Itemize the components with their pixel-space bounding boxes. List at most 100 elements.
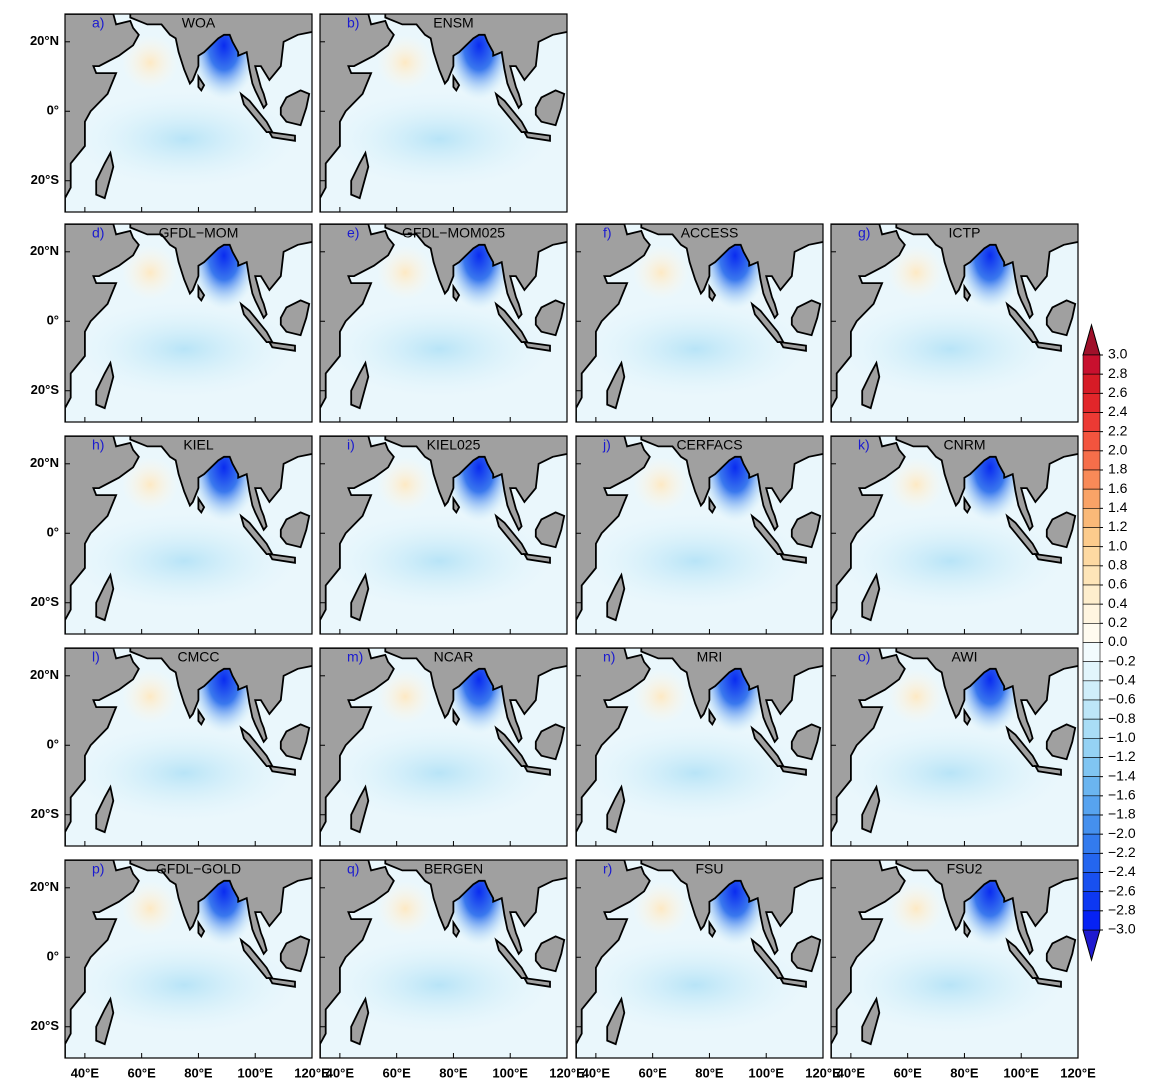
southern-band: [70, 724, 298, 822]
panel-title: GFDL−GOLD: [156, 861, 241, 877]
land: [522, 976, 551, 988]
land: [129, 224, 312, 320]
x-tick-label: 120°E: [294, 1065, 330, 1080]
colorbar-label: 1.6: [1108, 480, 1128, 496]
colorbar-bin: [1082, 699, 1101, 720]
southern-band: [836, 512, 1064, 610]
panel-frame: [830, 435, 1079, 635]
colorbar-bin: [1082, 546, 1101, 567]
land: [452, 73, 461, 93]
land: [279, 299, 311, 337]
panel-frame: [64, 647, 313, 847]
panel-title: FSU2: [947, 861, 983, 877]
southern-band: [581, 300, 809, 398]
land: [534, 723, 566, 761]
colorbar-bin: [1082, 891, 1101, 912]
y-tick-label: 0°: [47, 525, 59, 540]
land: [279, 935, 311, 973]
panel-frame: [830, 859, 1079, 1059]
panel-frame: [319, 435, 568, 635]
land: [606, 784, 626, 834]
land: [350, 360, 370, 410]
colorbar-label: 0.2: [1108, 614, 1128, 630]
panel-letter: g): [858, 225, 870, 241]
southern-band: [581, 724, 809, 822]
colorbar-bin: [1082, 623, 1101, 643]
colorbar-label: −0.8: [1108, 710, 1136, 726]
arabian-sea: [376, 880, 434, 937]
arabian-sea: [632, 244, 690, 301]
southern-band: [581, 936, 809, 1034]
colorbar-bin: [1082, 431, 1101, 452]
colorbar-label: −2.0: [1108, 825, 1136, 841]
land: [534, 299, 566, 337]
panel-frame: [64, 223, 313, 423]
map-panel: k) CNRM: [830, 435, 1079, 635]
land: [129, 860, 312, 956]
map-panel: 20°N 0° 20°S h) KIEL: [30, 435, 313, 635]
land: [778, 340, 807, 352]
land: [452, 283, 461, 303]
y-tick-label: 20°N: [30, 667, 59, 682]
land: [790, 723, 822, 761]
land: [350, 572, 370, 622]
x-tick-label: 40°E: [71, 1065, 100, 1080]
map-field: [65, 648, 312, 846]
land: [963, 707, 972, 727]
colorbar-bin: [1082, 833, 1101, 854]
map-panel: n) MRI: [575, 647, 824, 847]
arabian-sea: [376, 668, 434, 725]
map-panel: m) NCAR: [319, 647, 568, 847]
colorbar-label: 2.6: [1108, 384, 1128, 400]
land: [640, 436, 823, 532]
colorbar-bin: [1082, 373, 1101, 394]
colorbar-label: 0.4: [1108, 595, 1128, 611]
southern-band: [325, 724, 553, 822]
colorbar-label: 1.8: [1108, 461, 1128, 477]
land: [350, 784, 370, 834]
colorbar-bin: [1082, 488, 1101, 509]
arabian-sea: [887, 456, 945, 513]
land: [534, 511, 566, 549]
panel-letter: d): [92, 225, 104, 241]
colorbar-bin: [1082, 354, 1101, 375]
x-tick-label: 120°E: [549, 1065, 585, 1080]
land: [963, 495, 972, 515]
panel-title: FSU: [696, 861, 724, 877]
y-tick-label: 20°N: [30, 455, 59, 470]
panel-frame: [319, 859, 568, 1059]
map-field: [576, 224, 823, 422]
panel-frame: [319, 13, 568, 213]
map-panel: 20°N 0° 20°S a) WOA: [30, 13, 313, 213]
land: [576, 224, 651, 422]
colorbar-label: −1.2: [1108, 748, 1136, 764]
land: [640, 648, 823, 744]
land: [831, 648, 906, 846]
land: [861, 996, 881, 1046]
land: [576, 436, 651, 634]
colorbar-label: 0.0: [1108, 633, 1128, 649]
colorbar-bin: [1082, 642, 1101, 662]
map-panel: 40°E 60°E 80°E 100°E 120°E r) FSU: [575, 859, 841, 1080]
panel-letter: b): [347, 15, 359, 31]
panel-letter: j): [602, 437, 611, 453]
land: [452, 495, 461, 515]
land: [384, 436, 567, 532]
land: [197, 73, 206, 93]
land: [95, 150, 115, 200]
land: [576, 860, 651, 1058]
map-field: [65, 224, 312, 422]
colorbar-label: −0.4: [1108, 672, 1136, 688]
land: [708, 283, 717, 303]
x-tick-label: 120°E: [805, 1065, 841, 1080]
map-panel: b) ENSM: [319, 13, 568, 213]
arabian-sea: [887, 668, 945, 725]
land: [197, 919, 206, 939]
y-tick-label: 20°S: [31, 806, 60, 821]
land: [778, 552, 807, 564]
land: [350, 996, 370, 1046]
x-tick-label: 80°E: [184, 1065, 213, 1080]
panel-letter: f): [603, 225, 612, 241]
x-tick-label: 80°E: [439, 1065, 468, 1080]
land: [452, 919, 461, 939]
